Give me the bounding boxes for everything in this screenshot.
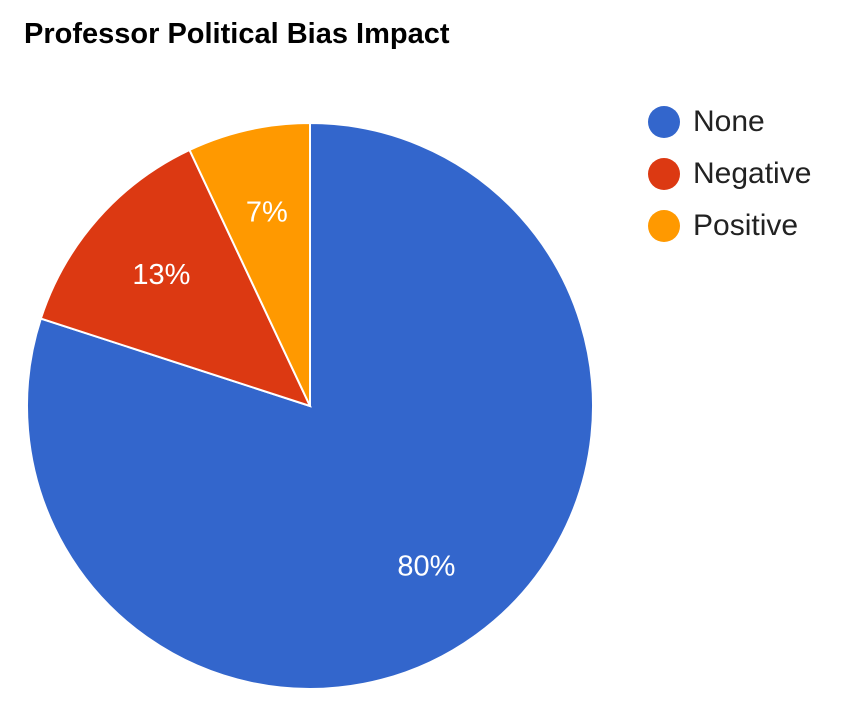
- pie-label-none: 80%: [397, 550, 455, 582]
- legend-item-none[interactable]: None: [648, 102, 811, 142]
- legend-swatch-none: [648, 106, 680, 138]
- pie-slice-negative[interactable]: [39, 148, 312, 408]
- pie-slices: [26, 121, 594, 690]
- pie-slice-positive[interactable]: [188, 121, 311, 407]
- legend-item-negative[interactable]: Negative: [648, 154, 811, 194]
- pie-label-negative: 13%: [132, 259, 190, 291]
- pie-label-positive: 7%: [246, 197, 288, 229]
- legend: None Negative Positive: [648, 102, 811, 258]
- legend-swatch-positive: [648, 210, 680, 242]
- chart-title: Professor Political Bias Impact: [24, 18, 450, 50]
- legend-item-positive[interactable]: Positive: [648, 206, 811, 246]
- pie-slice-labels: 80% 13% 7%: [132, 197, 455, 583]
- legend-swatch-negative: [648, 158, 680, 190]
- legend-label-none: None: [693, 105, 765, 138]
- legend-label-negative: Negative: [693, 157, 812, 190]
- legend-label-positive: Positive: [693, 209, 799, 242]
